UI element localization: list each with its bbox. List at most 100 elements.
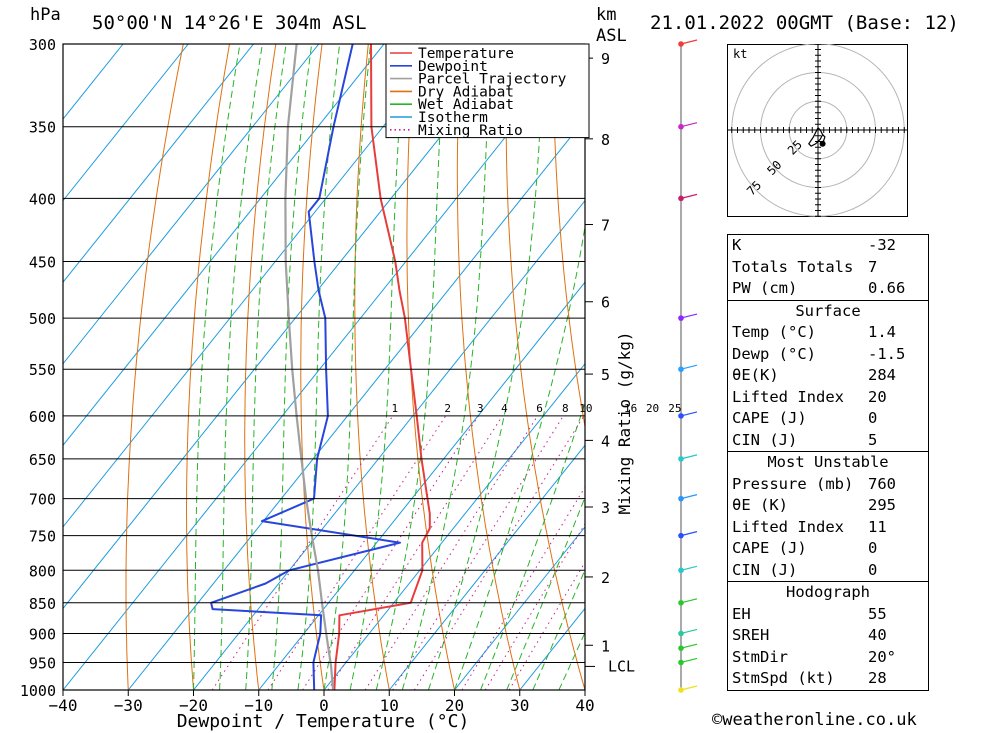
surface-row: Lifted Index 20 xyxy=(732,387,887,406)
legend-entry: Isotherm xyxy=(418,110,488,126)
height-tick-label: 3 xyxy=(601,499,610,517)
location-label: 50°00'N 14°26'E 304m ASL xyxy=(92,12,367,34)
wet-adiabat-line xyxy=(193,44,241,690)
wet-adiabat-line xyxy=(532,568,585,690)
index-row-pw: PW (cm) 0.66 xyxy=(732,279,906,297)
mixing-ratio-label: 3 xyxy=(477,402,484,415)
x-tick-label: −10 xyxy=(244,696,273,715)
pressure-lines xyxy=(63,43,585,691)
pressure-tick-label: 550 xyxy=(29,361,56,379)
hodograph-row: EH 55 xyxy=(732,604,887,623)
legend-entry: Dry Adiabat xyxy=(418,84,514,100)
index-row-totals: Totals Totals 7 xyxy=(732,257,878,276)
pressure-tick-label: 1000 xyxy=(20,682,56,700)
mixing-ratio-label: 2 xyxy=(444,402,451,415)
most-unstable-row: CAPE (J) 0 xyxy=(732,539,878,557)
legend-entry: Parcel Trajectory xyxy=(418,72,567,88)
pressure-tick-label: 450 xyxy=(29,254,56,272)
surface-row: CIN (J) 5 xyxy=(732,430,878,449)
dry-adiabat-line xyxy=(186,44,230,690)
wind-level-dot xyxy=(678,687,684,693)
wind-level-dot xyxy=(678,659,684,666)
wind-level-dot xyxy=(678,123,684,130)
axes: 1 2 3 4 6 8 10 16 20 2530035040045050055060065070… xyxy=(20,36,682,715)
mixing-ratio-label: 6 xyxy=(536,402,543,415)
mixing-ratio-label: 25 xyxy=(668,402,681,415)
pressure-unit-label: hPa xyxy=(30,5,61,25)
hodograph-row: StmSpd (kt) 28 xyxy=(732,669,887,687)
wind-level-dot xyxy=(678,567,684,574)
x-tick-label: 40 xyxy=(575,696,594,715)
mixing-ratio-line xyxy=(267,415,447,690)
wind-level-dot xyxy=(678,456,684,462)
legend-entry: Dewpoint xyxy=(418,59,488,75)
series-line-temperature xyxy=(333,44,431,690)
wind-level-dot xyxy=(678,630,684,637)
most-unstable-section: Most Unstable Pressure (mb) 760 θE (K) 295… xyxy=(728,451,928,581)
x-tick-label: −30 xyxy=(114,696,143,715)
isotherm-line xyxy=(388,444,585,690)
hodograph-section: Hodograph EH 55 SREH 40 StmDir 20° StmSpd (… xyxy=(728,581,928,690)
pressure-tick-label: 750 xyxy=(29,528,56,546)
most-unstable-row: Lifted Index 11 xyxy=(732,517,887,536)
mixing-ratio-label: 4 xyxy=(501,402,508,415)
dry-adiabat-line xyxy=(125,44,184,690)
wind-level-dot xyxy=(678,599,684,606)
dry-adiabat-line xyxy=(970,44,1000,690)
hodograph-title: Hodograph xyxy=(786,583,870,601)
isotherm-line xyxy=(63,44,254,283)
hodograph-trace xyxy=(808,126,826,147)
height-tick-label: 8 xyxy=(601,131,610,149)
isotherm-line xyxy=(193,199,585,690)
height-tick-label: 4 xyxy=(601,432,610,450)
x-tick-label: −40 xyxy=(49,696,78,715)
height-tick-label: 6 xyxy=(601,294,610,312)
hodograph-unit: kt xyxy=(733,47,747,61)
isotherm-line xyxy=(63,44,515,610)
pressure-tick-label: 900 xyxy=(29,625,56,643)
pressure-tick-label: 350 xyxy=(29,119,56,137)
surface-row: Temp (°C) 1.4 xyxy=(732,323,896,341)
wind-level-dot xyxy=(678,495,684,502)
mixing-ratio-label: 8 xyxy=(562,402,569,415)
hodograph-row: StmDir 20° xyxy=(732,647,896,666)
wind-level-dot xyxy=(678,41,684,47)
pressure-tick-label: 700 xyxy=(29,491,56,509)
height-tick-label: 2 xyxy=(601,569,610,587)
sounding-curves xyxy=(210,44,431,690)
x-tick-label: 0 xyxy=(319,696,329,715)
pressure-tick-label: 800 xyxy=(29,562,56,580)
storm-motion-marker xyxy=(819,140,826,147)
wet-adiabat-line xyxy=(349,44,406,690)
wind-level-dot xyxy=(678,366,684,373)
surface-row: CAPE (J) 0 xyxy=(732,409,878,427)
wet-adiabat-line xyxy=(297,44,341,690)
dry-adiabat-line xyxy=(552,44,585,430)
wet-adiabat-line xyxy=(245,44,287,690)
most-unstable-row: θE (K) 295 xyxy=(732,496,896,514)
most-unstable-row: CIN (J) 0 xyxy=(732,560,878,579)
height-tick-label: 5 xyxy=(601,366,610,384)
isotherm-line xyxy=(127,118,585,690)
wind-level-dot xyxy=(678,645,684,651)
pressure-tick-label: 650 xyxy=(29,451,56,469)
mixing-ratio-line xyxy=(327,415,503,690)
height-unit-sub-label: ASL xyxy=(596,26,627,46)
legend-entry: Wet Adiabat xyxy=(418,97,514,113)
height-unit-label: km xyxy=(596,5,616,25)
mixing-ratio-axis-label: Mixing Ratio (g/kg) xyxy=(615,331,634,514)
mixing-ratio-label: 16 xyxy=(624,402,637,415)
pressure-tick-label: 850 xyxy=(29,595,56,613)
wind-level-dot xyxy=(678,532,684,539)
isotherm-line xyxy=(454,526,585,690)
pressure-tick-label: 950 xyxy=(29,654,56,672)
height-tick-label: 1 xyxy=(601,637,610,655)
height-tick-label: 9 xyxy=(601,50,610,68)
wind-level-dot xyxy=(678,315,684,321)
credit-link[interactable]: ©weatheronline.co.uk xyxy=(712,710,917,730)
surface-row: θE(K) 284 xyxy=(732,366,896,384)
wet-adiabat-line xyxy=(401,44,492,690)
lcl-label: LCL xyxy=(608,657,635,675)
x-tick-label: 20 xyxy=(445,696,464,715)
